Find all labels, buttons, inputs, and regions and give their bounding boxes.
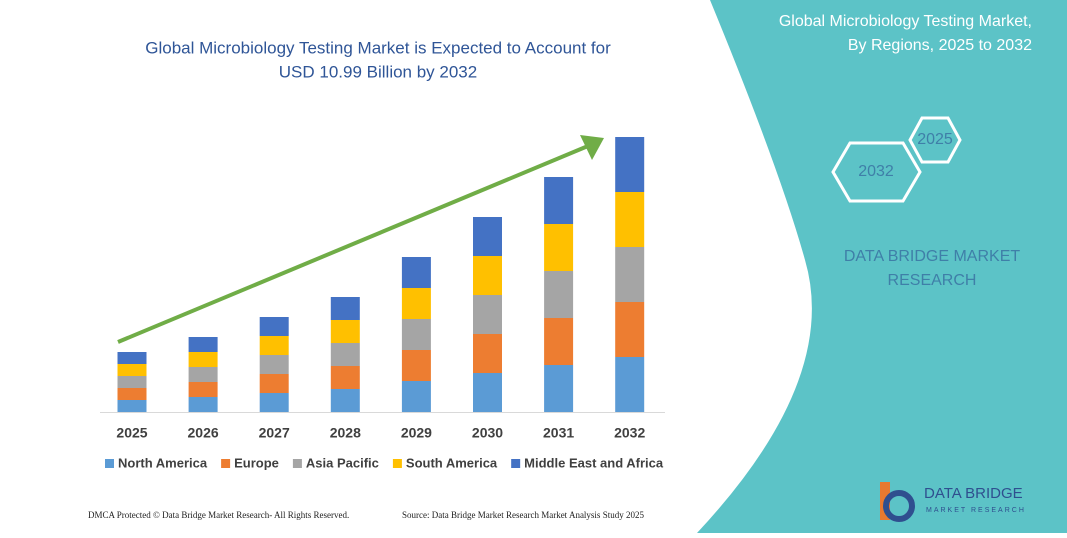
chart-title: USD 10.99 Billion by 2032 [279, 62, 477, 81]
x-tick-label: 2029 [401, 425, 432, 441]
x-tick-label: 2030 [472, 425, 503, 441]
bar-segment [473, 373, 502, 412]
brand-text: RESEARCH [888, 272, 977, 289]
footer-dmca: DMCA Protected © Data Bridge Market Rese… [88, 510, 349, 520]
bar-segment [330, 389, 360, 412]
bar-segment [117, 376, 147, 388]
bar-segment [117, 400, 147, 412]
bar-segment [544, 271, 574, 318]
legend-swatch [292, 459, 302, 468]
bar-segment [330, 343, 360, 366]
bar-segment [117, 388, 147, 400]
bar-segment [188, 397, 218, 412]
hex-label: 2025 [917, 131, 953, 148]
bar-segment [401, 319, 431, 350]
bar-segment [544, 365, 574, 412]
footer-source: Source: Data Bridge Market Research Mark… [402, 510, 644, 520]
bar-segment [473, 217, 502, 256]
bar-segment [615, 192, 645, 247]
bar-segment [473, 334, 502, 373]
bar-segment [544, 177, 574, 224]
x-tick-label: 2031 [543, 425, 574, 441]
bar-segment [615, 357, 645, 412]
x-tick-label: 2027 [259, 425, 290, 441]
bar-segment [259, 336, 289, 355]
bar-segment [188, 352, 218, 367]
panel-title: By Regions, 2025 to 2032 [848, 37, 1032, 54]
bar-segment [544, 318, 574, 365]
legend-label: South America [406, 455, 498, 470]
bar-segment [615, 137, 645, 192]
legend-swatch [105, 459, 114, 468]
panel-title: Global Microbiology Testing Market, [779, 13, 1032, 30]
legend-swatch [221, 459, 231, 468]
legend-swatch [511, 459, 521, 468]
bar-segment [401, 288, 431, 319]
x-tick-label: 2032 [614, 425, 645, 441]
bar-segment [401, 381, 431, 412]
bar-segment [259, 355, 289, 374]
logo-mark [883, 490, 915, 522]
brand-text: DATA BRIDGE MARKET [844, 248, 1021, 265]
legend-label: Asia Pacific [306, 455, 379, 470]
hex-label: 2032 [858, 163, 894, 180]
logo-name: DATA BRIDGE [924, 485, 1023, 502]
bar-segment [188, 337, 218, 352]
x-tick-label: 2025 [116, 425, 147, 441]
bar-segment [473, 295, 502, 334]
bar-segment [330, 366, 360, 389]
legend-label: Middle East and Africa [524, 455, 664, 470]
bar-segment [188, 367, 218, 382]
side-panel [697, 0, 1067, 533]
logo-tagline: MARKET RESEARCH [926, 507, 1026, 514]
legend-label: North America [118, 455, 208, 470]
legend-label: Europe [234, 455, 279, 470]
bar-segment [615, 302, 645, 357]
x-tick-label: 2026 [188, 425, 219, 441]
hexagon [908, 116, 962, 164]
bar-segment [259, 317, 289, 336]
bar-segment [544, 224, 574, 271]
bar-segment [117, 352, 147, 364]
bar-segment [401, 257, 431, 288]
bar-segment [401, 350, 431, 381]
legend-swatch [392, 459, 402, 468]
bar-segment [615, 247, 645, 302]
bar-segment [330, 297, 360, 320]
hexagon [831, 141, 922, 203]
bar-segment [188, 382, 218, 397]
trend-arrow [117, 144, 589, 344]
bar-segment [473, 256, 502, 295]
bar-segment [330, 320, 360, 343]
bar-segment [117, 364, 147, 376]
chart-title: Global Microbiology Testing Market is Ex… [145, 38, 611, 57]
x-tick-label: 2028 [330, 425, 361, 441]
arrow-head [580, 135, 604, 160]
bar-segment [259, 374, 289, 393]
bar-segment [259, 393, 289, 412]
